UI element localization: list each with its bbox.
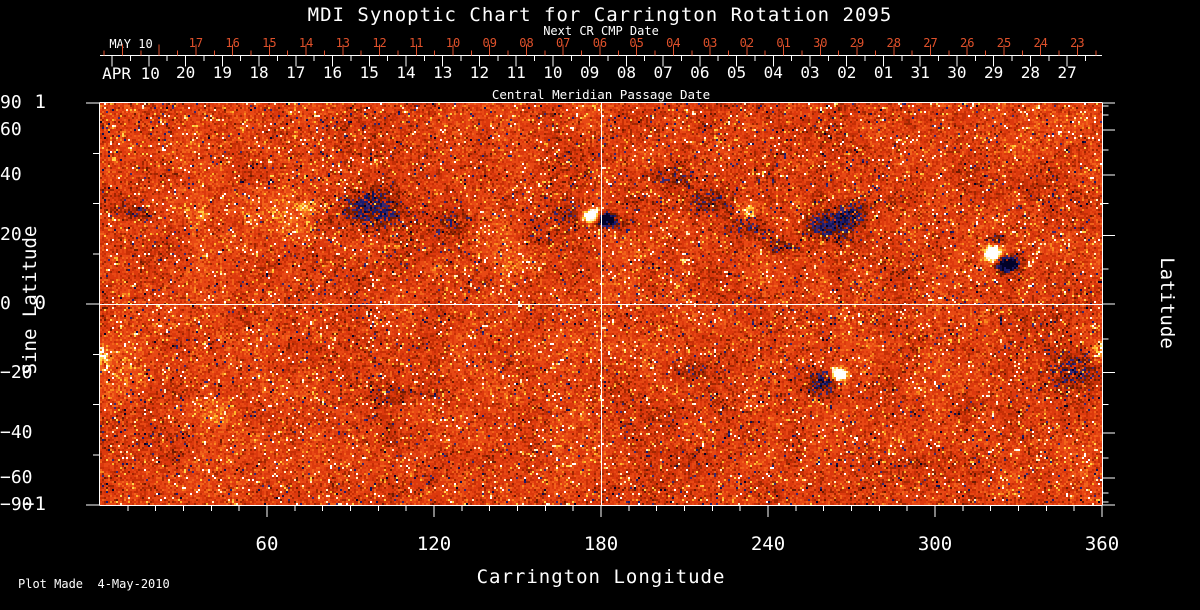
tick-label: 04 <box>666 36 681 50</box>
tick-label: 10 <box>543 63 563 82</box>
tick-label: 08 <box>519 36 534 50</box>
next-cr-cmp-date-label: Next CR CMP Date <box>543 24 659 38</box>
tick-label: 10 <box>445 36 461 50</box>
tick-label: 02 <box>739 36 755 50</box>
tick-label: 40 <box>0 163 22 185</box>
tick-label: 18 <box>249 63 269 82</box>
tick-label: 24 <box>1033 36 1048 50</box>
tick-label: 300 <box>917 533 953 555</box>
tick-label: 07 <box>555 36 571 50</box>
tick-label: 31 <box>910 63 930 82</box>
tick-label: 16 <box>322 63 343 82</box>
tick-label: 19 <box>212 63 232 82</box>
tick-label: 240 <box>750 533 786 555</box>
tick-label: 02 <box>837 63 857 82</box>
tick-label: 60 <box>255 533 279 555</box>
tick-label: 11 <box>409 36 424 50</box>
tick-label: 0 <box>0 293 11 314</box>
tick-label: 60 <box>0 118 22 140</box>
tick-label: 23 <box>1070 36 1085 50</box>
tick-label: 12 <box>372 36 387 50</box>
tick-label: 90 <box>0 92 22 113</box>
tick-label: 25 <box>996 36 1012 50</box>
magnetogram-image <box>100 103 1102 505</box>
tick-label: 05 <box>726 63 747 82</box>
tick-label: 27 <box>1057 63 1077 82</box>
tick-label: 05 <box>629 36 644 50</box>
tick-label: 30 <box>947 63 967 82</box>
tick-label: 30 <box>813 36 828 50</box>
tick-label: 26 <box>959 36 975 50</box>
tick-label: 20 <box>0 224 22 246</box>
tick-label: 16 <box>225 36 240 50</box>
tick-label: 0 <box>34 292 46 314</box>
tick-label: −20 <box>0 361 33 383</box>
tick-label: 07 <box>653 63 673 82</box>
cmp-month-label: APR 10 <box>102 64 160 83</box>
plot-made-label: Plot Made 4-May-2010 <box>18 577 170 591</box>
tick-label: −1 <box>23 493 46 515</box>
tick-label: 13 <box>335 36 351 50</box>
tick-label: 28 <box>1020 63 1041 82</box>
tick-label: 06 <box>592 36 608 50</box>
tick-label: 14 <box>396 63 416 82</box>
tick-label: 06 <box>690 63 710 82</box>
tick-label: 03 <box>800 63 820 82</box>
tick-label: 28 <box>886 36 901 50</box>
tick-label: 17 <box>286 63 306 82</box>
tick-label: 29 <box>849 36 865 50</box>
tick-label: 14 <box>298 36 314 50</box>
tick-label: 27 <box>923 36 938 50</box>
tick-label: 17 <box>188 36 204 50</box>
tick-label: 180 <box>583 533 619 555</box>
chart-title: MDI Synoptic Chart for Carrington Rotati… <box>307 4 893 26</box>
latitude-axis-title: Latitude <box>1156 257 1178 349</box>
tick-label: 13 <box>433 63 453 82</box>
tick-label: 09 <box>482 36 497 50</box>
tick-label: 12 <box>469 63 490 82</box>
next-cr-month-label: MAY 10 <box>109 37 153 51</box>
tick-label: 120 <box>416 533 452 555</box>
tick-label: 08 <box>616 63 636 82</box>
tick-label: −60 <box>0 467 33 489</box>
tick-label: 1 <box>34 91 46 113</box>
carrington-longitude-axis-title: Carrington Longitude <box>476 566 726 588</box>
tick-label: 04 <box>763 63 783 82</box>
sine-latitude-axis-title: Sine Latitude <box>19 225 41 375</box>
tick-label: 09 <box>579 63 600 82</box>
tick-label: 20 <box>175 63 196 82</box>
tick-label: −40 <box>0 422 33 444</box>
tick-label: 01 <box>873 63 894 82</box>
tick-label: 15 <box>359 63 379 82</box>
tick-label: 360 <box>1084 533 1120 555</box>
tick-label: −90 <box>0 494 33 515</box>
tick-label: 03 <box>702 36 718 50</box>
tick-label: 15 <box>262 36 277 50</box>
tick-label: 01 <box>776 36 791 50</box>
tick-label: 29 <box>984 63 1004 82</box>
tick-label: 11 <box>506 63 526 82</box>
central-meridian-passage-label: Central Meridian Passage Date <box>491 87 711 102</box>
